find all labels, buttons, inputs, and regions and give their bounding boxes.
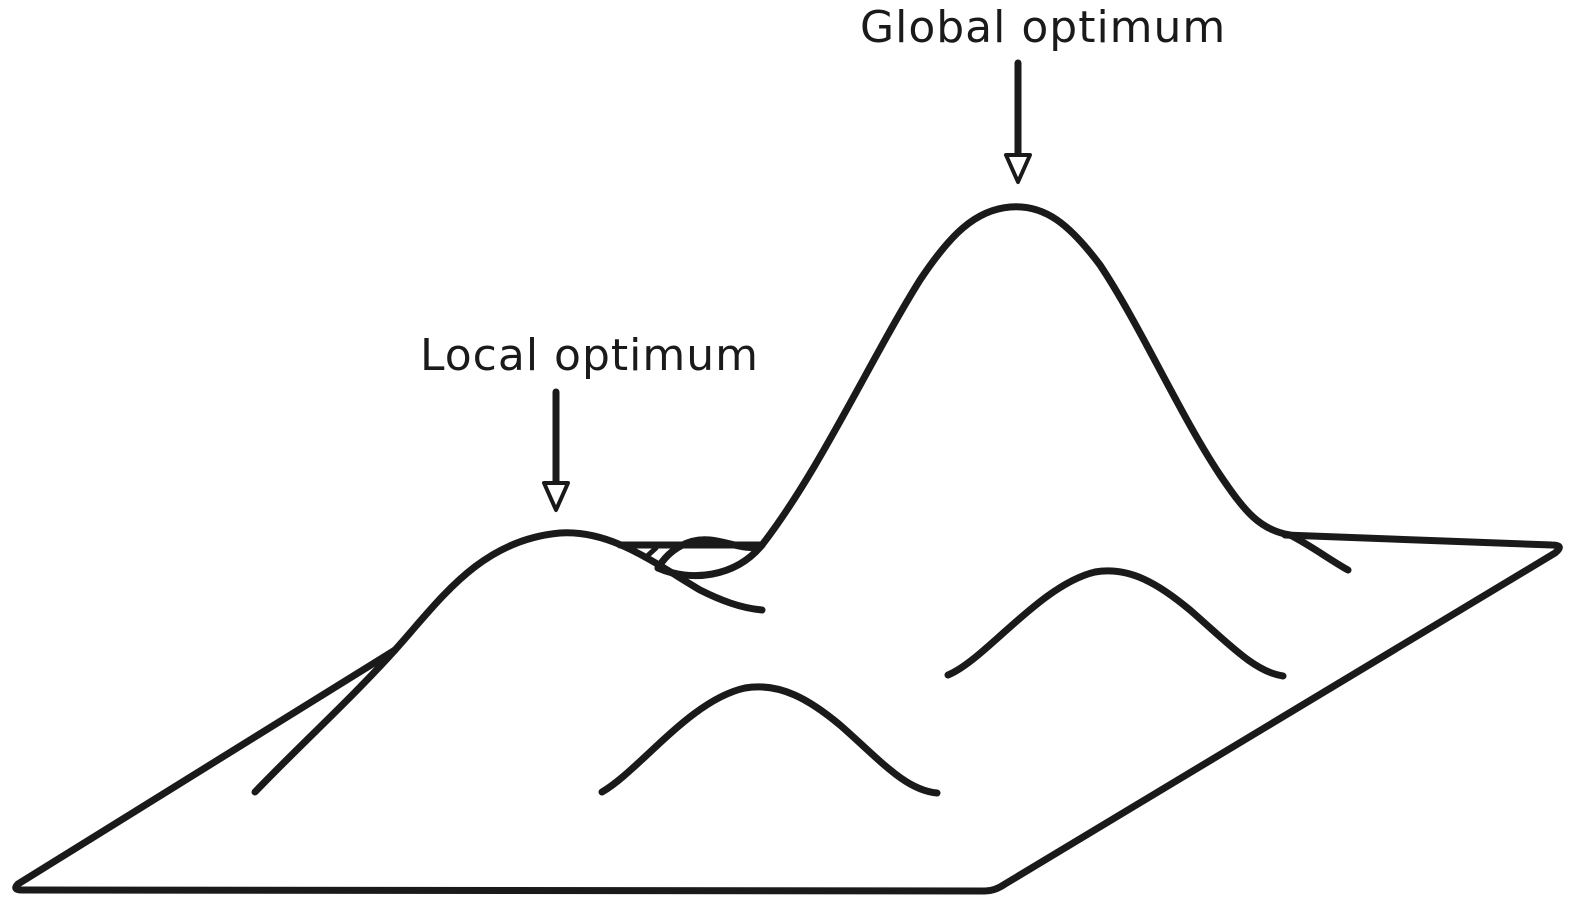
left-slope <box>251 646 399 796</box>
hill-outline <box>391 529 766 654</box>
local-optimum-label: Local optimum <box>420 330 759 381</box>
front-hill-contour <box>598 683 941 797</box>
global-arrowhead <box>1004 153 1032 184</box>
global-peak-outline <box>654 203 1352 580</box>
local-arrowhead <box>542 481 570 512</box>
ground-plane <box>12 531 1563 895</box>
saddle-notch <box>625 544 659 561</box>
saddle-bump <box>654 536 766 572</box>
right-hill-contour <box>944 567 1287 680</box>
global-optimum-label: Global optimum <box>860 2 1227 53</box>
